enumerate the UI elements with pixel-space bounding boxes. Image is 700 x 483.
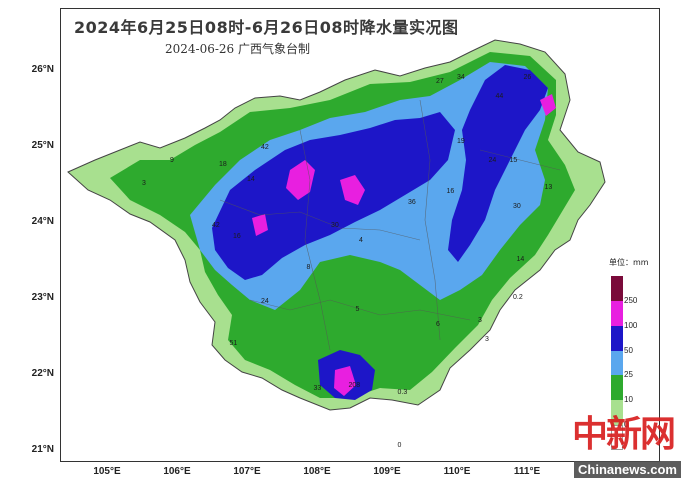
legend-swatch: [611, 400, 623, 426]
station-value: 14: [247, 176, 255, 184]
rain-zone-50-100-northeast: [448, 65, 548, 262]
longitude-label: 106°E: [163, 466, 191, 477]
station-value: 36: [408, 199, 416, 207]
legend-tick-label: 250: [624, 295, 638, 305]
station-value: 3: [478, 317, 482, 324]
watermark-english: Chinanews.com: [574, 461, 681, 478]
latitude-label: 25°N: [31, 140, 54, 151]
longitude-label: 105°E: [93, 466, 121, 477]
map-subtitle: 2024-06-26 广西气象台制: [165, 42, 311, 56]
station-value: 3: [142, 180, 146, 188]
legend-swatch: [611, 325, 623, 351]
station-value: 19: [457, 138, 465, 146]
latitude-label: 26°N: [31, 64, 54, 75]
station-value: 13: [544, 184, 553, 191]
legend-tick-label: 25: [624, 370, 633, 380]
station-value: 24: [261, 298, 269, 305]
station-value: 8: [306, 263, 311, 271]
station-value: 0.3: [397, 389, 408, 397]
station-value: 24: [488, 157, 497, 165]
station-value: 14: [516, 256, 525, 264]
latitude-label: 22°N: [31, 368, 54, 379]
station-value: 30: [331, 222, 339, 229]
longitude-label: 107°E: [233, 466, 261, 477]
longitude-label: 110°E: [443, 466, 471, 477]
latitude-label: 21°N: [31, 444, 54, 455]
longitude-label: 109°E: [373, 466, 401, 477]
rain-zone-100-250-c: [540, 94, 556, 116]
legend-swatch: [611, 300, 623, 326]
station-value: 44: [495, 92, 504, 100]
watermark-chinese: 中新网: [572, 413, 676, 455]
station-value: 0: [397, 442, 402, 450]
station-value: 42: [212, 222, 220, 229]
rain-zone-50-100-north: [212, 112, 455, 280]
station-value: 16: [233, 233, 241, 241]
longitude-label: 108°E: [303, 466, 331, 477]
legend-swatch: [611, 350, 623, 376]
station-value: 3: [485, 336, 489, 343]
legend-tick-label: 0: [624, 420, 629, 430]
rain-zone-100-250-d: [334, 366, 356, 396]
station-value: 16: [446, 187, 455, 195]
map-title: 2024年6月25日08时-6月26日08时降水量实况图: [74, 18, 459, 37]
legend-tick-label: 100: [624, 320, 638, 330]
rain-zone-100-250-b: [340, 175, 365, 205]
station-value: 42: [261, 144, 269, 152]
station-value: 6: [436, 320, 440, 328]
station-value: 5: [355, 305, 360, 313]
station-value: 9: [170, 157, 174, 165]
station-value: 27: [436, 77, 444, 85]
legend-colorbar: [611, 276, 623, 450]
legend-swatch-base: [611, 425, 623, 450]
station-value: 30: [513, 203, 521, 210]
latitude-label: 23°N: [31, 292, 54, 303]
county-boundaries: [219, 99, 561, 351]
legend-swatch: [611, 375, 623, 401]
rain-zone-100-250-e: [252, 214, 268, 236]
station-value: 18: [219, 161, 227, 169]
legend-unit-label: 单位：mm: [609, 258, 649, 267]
legend-swatch: [611, 276, 623, 301]
legend-tick-label: 10: [624, 395, 633, 405]
longitude-label: 111°E: [513, 466, 541, 477]
station-value: 0.2: [513, 294, 523, 302]
station-value: 51: [229, 339, 238, 347]
legend-tick-label: 50: [624, 345, 633, 355]
station-value: 33: [313, 385, 322, 393]
station-value: 208: [348, 381, 361, 389]
station-value: 4: [359, 237, 363, 245]
station-value: 34: [457, 73, 465, 81]
latitude-label: 24°N: [31, 216, 54, 227]
station-value: 26: [523, 73, 532, 81]
station-value: 15: [509, 157, 518, 165]
